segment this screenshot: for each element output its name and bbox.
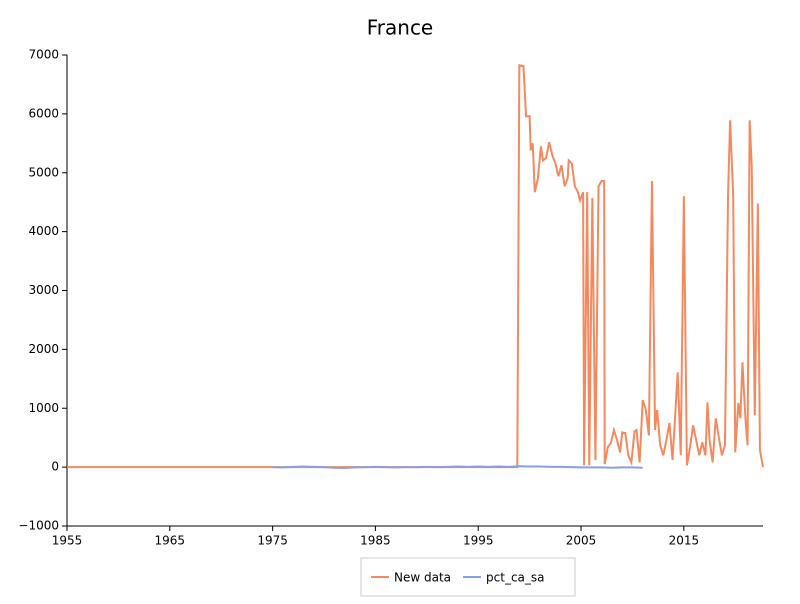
y-tick-label: −1000 <box>18 519 59 533</box>
y-tick-label: 1000 <box>28 401 59 415</box>
legend-label: New data <box>394 571 451 585</box>
x-tick-label: 2005 <box>566 534 597 548</box>
y-tick-label: 6000 <box>28 106 59 120</box>
chart-title: France <box>367 16 434 40</box>
y-tick-label: 4000 <box>28 224 59 238</box>
x-tick-label: 1975 <box>257 534 288 548</box>
x-tick-label: 2015 <box>669 534 700 548</box>
y-tick-label: 7000 <box>28 48 59 62</box>
y-tick-label: 5000 <box>28 165 59 179</box>
x-tick-label: 1955 <box>52 534 83 548</box>
y-tick-label: 3000 <box>28 283 59 297</box>
legend-label: pct_ca_sa <box>486 571 544 585</box>
x-tick-label: 1995 <box>463 534 494 548</box>
y-tick-label: 2000 <box>28 342 59 356</box>
x-tick-label: 1985 <box>360 534 391 548</box>
y-tick-label: 0 <box>51 460 59 474</box>
series-line <box>272 465 643 470</box>
series-line <box>67 64 764 469</box>
x-tick-label: 1965 <box>155 534 186 548</box>
